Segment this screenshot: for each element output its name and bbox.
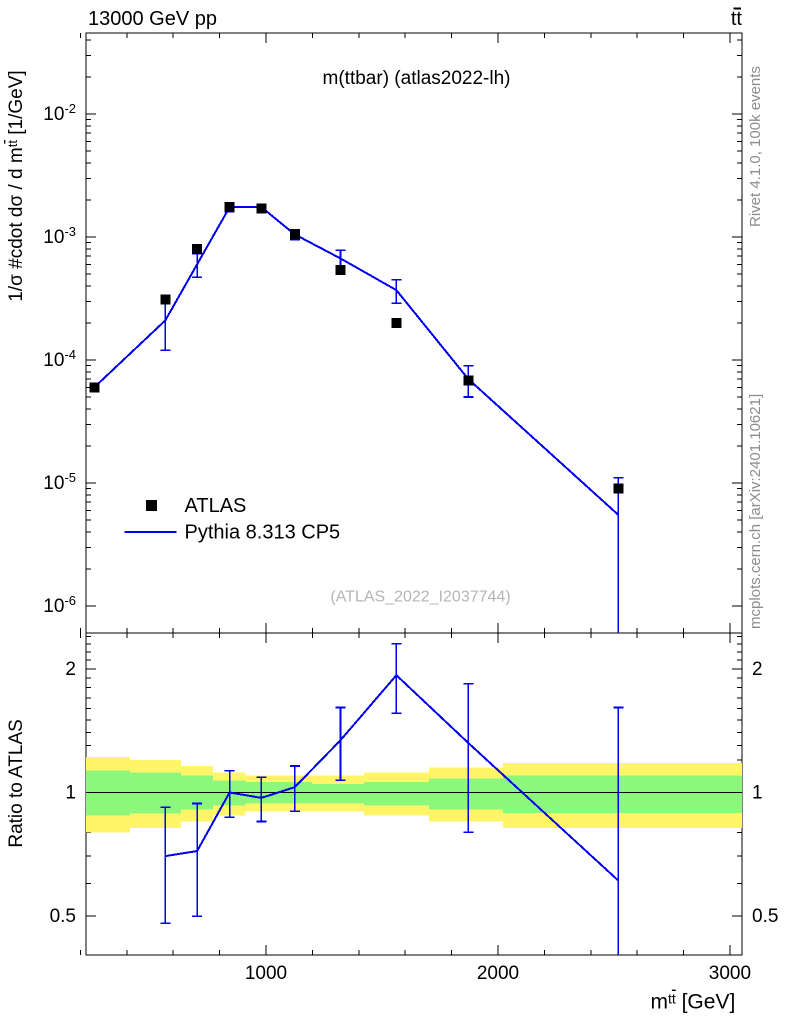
- svg-text:1: 1: [752, 782, 763, 803]
- svg-text:13000 GeV pp: 13000 GeV pp: [88, 8, 217, 30]
- svg-text:3000: 3000: [709, 963, 751, 984]
- svg-text:tt: tt: [731, 8, 743, 30]
- svg-text:2: 2: [752, 659, 763, 680]
- svg-text:1: 1: [65, 782, 76, 803]
- svg-text:Rivet 4.1.0, 100k events: Rivet 4.1.0, 100k events: [747, 66, 764, 227]
- svg-text:Ratio to ATLAS: Ratio to ATLAS: [6, 719, 27, 848]
- svg-text:0.5: 0.5: [50, 906, 76, 927]
- svg-text:2000: 2000: [477, 963, 519, 984]
- svg-text:2: 2: [65, 659, 76, 680]
- svg-text:Pythia 8.313 CP5: Pythia 8.313 CP5: [185, 522, 341, 544]
- svg-text:ATLAS: ATLAS: [185, 495, 247, 517]
- svg-text:mtt [GeV]: mtt [GeV]: [650, 991, 735, 1014]
- svg-text:1000: 1000: [245, 963, 287, 984]
- svg-text:(ATLAS_2022_I2037744): (ATLAS_2022_I2037744): [330, 588, 510, 605]
- svg-text:m(ttbar) (atlas2022-lh): m(ttbar) (atlas2022-lh): [323, 68, 511, 89]
- svg-text:mcplots.cern.ch [arXiv:2401.10: mcplots.cern.ch [arXiv:2401.10621]: [747, 394, 764, 629]
- svg-text:0.5: 0.5: [752, 906, 778, 927]
- svg-text:1/σ #cdot dσ / d mtt [1/GeV]: 1/σ #cdot dσ / d mtt [1/GeV]: [5, 70, 27, 301]
